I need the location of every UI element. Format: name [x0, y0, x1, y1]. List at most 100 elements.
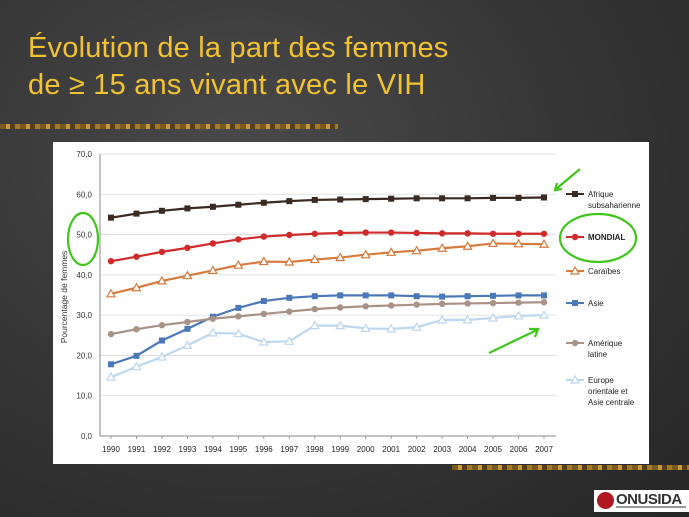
- data-point: [131, 282, 142, 292]
- data-point: [515, 194, 522, 201]
- y-tick-label: 10,0: [76, 392, 92, 401]
- data-point: [133, 326, 140, 333]
- data-point: [311, 196, 318, 203]
- data-point: [360, 249, 371, 259]
- data-point: [387, 229, 395, 236]
- x-tick-label: 2006: [510, 445, 528, 454]
- y-tick-label: 0,0: [81, 432, 93, 441]
- data-point: [182, 340, 193, 349]
- data-point: [362, 303, 369, 310]
- data-point: [462, 314, 473, 324]
- data-point: [158, 322, 166, 329]
- decorative-stripe-bottom: [452, 465, 689, 470]
- data-point: [337, 196, 344, 203]
- y-tick-label: 40,0: [76, 271, 92, 280]
- x-tick-label: 2004: [459, 445, 477, 454]
- data-point: [337, 292, 344, 299]
- data-point: [464, 293, 471, 300]
- data-point: [337, 304, 344, 311]
- data-point: [411, 322, 422, 331]
- legend-label: subsaharienne: [588, 201, 641, 210]
- data-point: [184, 325, 191, 332]
- legend-label: Caraïbes: [588, 267, 620, 276]
- data-point: [489, 230, 497, 237]
- data-point: [133, 253, 140, 260]
- legend-label: Afrique: [588, 190, 614, 199]
- data-point: [108, 214, 114, 221]
- legend-item: Asie: [566, 299, 604, 308]
- data-point: [388, 292, 395, 299]
- data-point: [513, 238, 524, 248]
- legend-item: Caraïbes: [566, 265, 620, 276]
- data-point: [360, 323, 371, 333]
- data-point: [541, 292, 547, 299]
- data-point: [411, 245, 422, 255]
- data-point: [362, 292, 369, 299]
- data-point: [108, 361, 114, 368]
- data-point: [311, 230, 318, 237]
- data-point: [284, 256, 295, 266]
- data-point: [540, 299, 548, 306]
- data-point: [388, 195, 395, 202]
- x-tick-label: 2000: [357, 445, 375, 454]
- data-point: [107, 257, 115, 265]
- annotation-arrowhead-top: [553, 182, 563, 192]
- series-afrique-subsaharienne: [108, 194, 547, 221]
- data-point: [260, 298, 267, 305]
- data-point: [488, 238, 499, 248]
- y-tick-label: 70,0: [76, 150, 92, 159]
- data-point: [337, 229, 344, 237]
- data-point: [233, 328, 244, 338]
- data-point: [538, 239, 550, 248]
- data-point: [156, 275, 167, 285]
- series-line: [110, 314, 545, 379]
- legend-swatch-marker: [569, 265, 581, 275]
- legend-item: Afrique subsaharienne: [566, 190, 641, 210]
- data-point: [235, 313, 242, 320]
- data-point: [386, 247, 397, 256]
- data-point: [207, 327, 218, 337]
- data-point: [133, 352, 140, 359]
- x-tick-label: 2001: [382, 445, 400, 454]
- legend-label: Asie: [588, 299, 604, 308]
- legend-label: Asie centrale: [588, 398, 635, 407]
- data-point: [158, 207, 165, 214]
- onusida-emblem-icon: [597, 492, 614, 509]
- data-point: [209, 315, 217, 322]
- data-point: [284, 336, 295, 345]
- series-europe-orientale-et-asie-centrale: [105, 309, 550, 381]
- data-point: [464, 300, 471, 307]
- data-point: [260, 199, 267, 206]
- data-point: [515, 292, 522, 299]
- data-point: [105, 288, 117, 298]
- legend-item: Amérique latine: [566, 339, 623, 359]
- data-point: [286, 294, 293, 301]
- x-tick-label: 2007: [535, 445, 553, 454]
- data-point: [311, 293, 318, 300]
- annotation-arrow-top: [555, 168, 581, 190]
- x-tick-label: 1995: [229, 445, 247, 454]
- legend-label: MONDIAL: [588, 233, 625, 242]
- legend-swatch-marker: [571, 233, 579, 241]
- data-point: [413, 301, 420, 308]
- annotation-arrow-bottom: [488, 329, 538, 354]
- data-point: [490, 194, 497, 201]
- data-point: [488, 312, 499, 322]
- data-point: [362, 229, 369, 236]
- annotation-arrowhead-bottom: [529, 327, 540, 338]
- data-point: [235, 236, 242, 243]
- data-point: [260, 310, 268, 318]
- x-tick-label: 1998: [306, 445, 324, 454]
- logo-subtitle-line: [616, 506, 686, 508]
- data-point: [235, 201, 242, 208]
- y-tick-label: 30,0: [76, 311, 92, 320]
- data-point: [490, 292, 497, 299]
- legend-item: MONDIAL: [566, 233, 625, 242]
- legend-swatch-marker: [571, 339, 579, 347]
- data-point: [387, 302, 395, 309]
- annotation-circle-left: [66, 211, 100, 267]
- x-tick-label: 2005: [484, 445, 502, 454]
- data-point: [489, 299, 497, 307]
- x-tick-label: 1994: [204, 445, 222, 454]
